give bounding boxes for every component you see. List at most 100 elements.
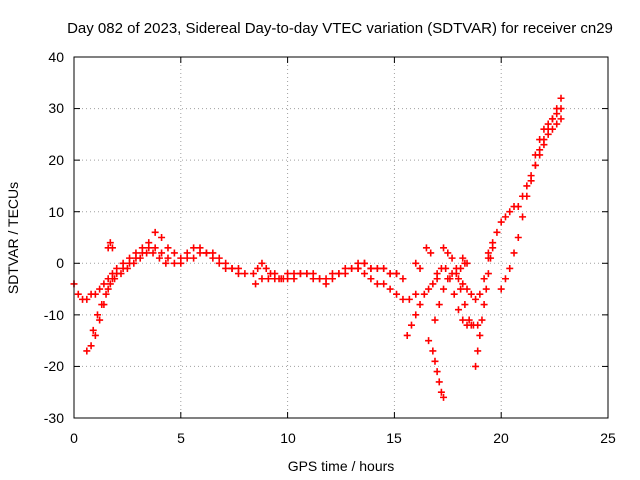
series-track-i [412, 259, 424, 272]
data-point [151, 228, 159, 236]
data-point [429, 280, 437, 288]
series-track-p [459, 254, 471, 267]
data-point [444, 249, 452, 257]
data-point [183, 249, 191, 257]
data-point [170, 249, 178, 257]
data-point [91, 331, 99, 339]
y-tick-label: -20 [44, 358, 64, 374]
data-point [531, 151, 539, 159]
series-track-k [425, 337, 448, 401]
data-point [328, 275, 336, 283]
data-point [457, 264, 465, 272]
data-point [241, 270, 249, 278]
data-point [108, 244, 116, 252]
data-point [497, 218, 505, 226]
data-point [497, 285, 505, 293]
plot-frame [73, 56, 609, 419]
data-point [130, 259, 138, 267]
data-point [151, 244, 159, 252]
data-point [399, 275, 407, 283]
data-point [493, 228, 501, 236]
data-point [87, 342, 95, 350]
data-point [403, 331, 411, 339]
data-point [303, 270, 311, 278]
data-point [435, 301, 443, 309]
data-point [258, 275, 266, 283]
series-track-c [89, 249, 170, 334]
data-point [459, 316, 467, 324]
data-point [209, 249, 217, 257]
data-point [96, 285, 104, 293]
x-tick-label: 0 [70, 430, 78, 446]
data-point [459, 254, 467, 262]
data-point [459, 280, 467, 288]
tick-marks [73, 56, 609, 419]
data-point [420, 290, 428, 298]
data-point [472, 295, 480, 303]
x-tick-label: 15 [386, 430, 402, 446]
data-point [480, 275, 488, 283]
data-point [527, 177, 535, 185]
data-point [427, 249, 435, 257]
data-point [258, 259, 266, 267]
data-point [457, 285, 465, 293]
data-point [96, 316, 104, 324]
y-tick-label: -10 [44, 307, 64, 323]
data-point [277, 275, 285, 283]
data-point [416, 301, 424, 309]
data-point [309, 275, 317, 283]
data-point [440, 285, 448, 293]
data-point [446, 275, 454, 283]
data-point [202, 249, 210, 257]
grid-layer [74, 57, 608, 418]
data-point [465, 316, 473, 324]
data-point [431, 357, 439, 365]
data-point [89, 326, 97, 334]
chart-title: Day 082 of 2023, Sidereal Day-to-day VTE… [67, 20, 613, 37]
data-point [514, 234, 522, 241]
series-track-b [83, 228, 249, 355]
data-point [360, 259, 368, 267]
y-axis-label: SDTVAR / TECUs [5, 182, 21, 294]
data-point [553, 120, 561, 128]
data-point [523, 192, 531, 200]
y-tick-label: 10 [48, 204, 64, 220]
data-point [548, 115, 556, 123]
data-point [222, 259, 230, 267]
data-point [360, 270, 368, 278]
data-point [234, 264, 242, 272]
data-point [405, 295, 413, 303]
data-point [91, 290, 99, 298]
data-point [393, 290, 401, 298]
data-point [386, 285, 394, 293]
data-point [136, 254, 144, 262]
data-point [557, 94, 565, 102]
data-point [440, 393, 448, 401]
data-point [106, 239, 114, 247]
data-point [252, 280, 260, 288]
data-point [510, 249, 518, 257]
data-point [190, 244, 198, 252]
data-point [523, 182, 531, 190]
data-point [407, 321, 415, 329]
data-point [454, 275, 462, 283]
data-point [482, 285, 490, 293]
data-point [367, 264, 375, 272]
data-point [487, 254, 495, 262]
x-axis-label: GPS time / hours [288, 458, 395, 474]
data-point [536, 136, 544, 144]
data-point [544, 120, 552, 128]
data-point [145, 239, 153, 247]
x-tick-label: 10 [280, 430, 296, 446]
data-point [484, 270, 492, 278]
data-point [429, 347, 437, 355]
series-track-g [354, 259, 407, 283]
data-point [264, 275, 272, 283]
data-point [472, 362, 480, 370]
data-point [164, 244, 172, 252]
data-point [271, 275, 279, 283]
data-point [102, 290, 110, 298]
data-point [536, 146, 544, 154]
data-point [452, 270, 460, 278]
